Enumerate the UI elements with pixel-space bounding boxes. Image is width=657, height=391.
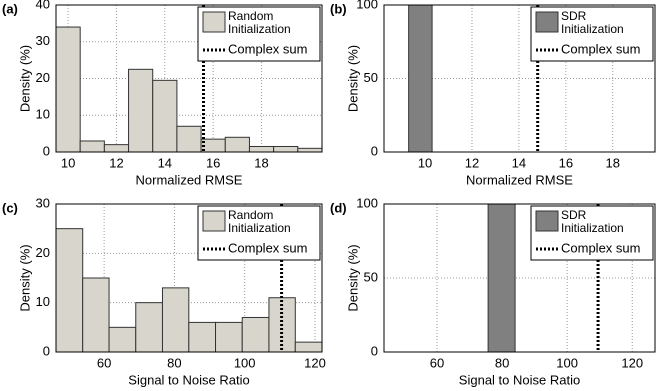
plot-frame	[55, 203, 323, 353]
bar	[215, 321, 243, 353]
legend-label: SDR Initialization	[561, 10, 624, 36]
x-tick-label: 100	[556, 355, 578, 370]
y-tick-label: 30	[36, 33, 50, 48]
panel-label: (c)	[2, 200, 18, 215]
bar	[176, 125, 202, 153]
legend-label: Complex sum	[561, 41, 640, 56]
x-tick-label: 120	[304, 355, 326, 370]
y-tick-label: 50	[364, 70, 378, 85]
legend-swatch	[202, 11, 226, 33]
bar	[152, 79, 178, 153]
bar	[224, 136, 250, 153]
x-tick-label: 80	[495, 355, 509, 370]
y-tick-label: 50	[364, 269, 378, 284]
bar	[128, 68, 154, 153]
x-tick-label: 16	[206, 155, 220, 170]
x-axis-label: Normalized RMSE	[466, 172, 573, 187]
legend-label: Random Initialization	[228, 209, 291, 235]
y-tick-label: 100	[356, 195, 378, 210]
x-tick-label: 16	[559, 155, 573, 170]
y-axis-label: Density (%)	[345, 45, 360, 112]
y-tick-label: 0	[43, 343, 50, 358]
x-tick-label: 18	[254, 155, 268, 170]
x-tick-label: 12	[109, 155, 123, 170]
bar	[161, 287, 190, 353]
bar	[55, 26, 81, 153]
bar	[103, 144, 130, 153]
legend-label-box: Random Initialization	[228, 209, 291, 235]
bar	[55, 228, 84, 353]
plot-frame	[55, 4, 323, 153]
legend-label-box: Random Initialization	[228, 10, 291, 36]
plot-frame	[383, 203, 656, 353]
legend-swatch	[535, 210, 559, 232]
x-tick-label: 10	[61, 155, 75, 170]
bar	[294, 341, 323, 353]
panel-label: (a)	[2, 1, 18, 16]
x-tick-label: 100	[234, 355, 256, 370]
x-tick-label: 60	[430, 355, 444, 370]
x-tick-label: 60	[97, 355, 111, 370]
y-axis-label: Density (%)	[345, 244, 360, 311]
y-axis-label: Density (%)	[17, 244, 32, 311]
bar	[188, 321, 217, 353]
y-tick-label: 20	[36, 70, 50, 85]
bar	[241, 316, 270, 353]
x-tick-label: 14	[512, 155, 526, 170]
y-axis-label: Density (%)	[17, 45, 32, 112]
x-axis-label: Signal to Noise Ratio	[459, 372, 580, 387]
y-tick-label: 100	[356, 0, 378, 11]
y-tick-label: 30	[36, 195, 50, 210]
bar	[82, 277, 110, 353]
panel-label: (d)	[330, 200, 347, 215]
bar	[487, 203, 516, 353]
plot-frame	[383, 4, 656, 153]
x-axis-label: Signal to Noise Ratio	[128, 372, 249, 387]
bar	[248, 145, 275, 153]
x-tick-label: 18	[606, 155, 620, 170]
legend-swatch	[202, 210, 226, 232]
legend-label: SDR Initialization	[561, 209, 624, 235]
y-tick-label: 40	[36, 0, 50, 11]
y-tick-label: 20	[36, 245, 50, 260]
legend-swatch	[535, 11, 559, 33]
x-tick-label: 120	[621, 355, 643, 370]
bar	[79, 140, 105, 153]
legend-label: Complex sum	[561, 240, 640, 255]
x-tick-label: 12	[465, 155, 479, 170]
x-tick-label: 14	[158, 155, 172, 170]
bar	[408, 4, 433, 153]
bar	[135, 302, 163, 353]
legend-label: Random Initialization	[228, 10, 291, 36]
x-tick-label: 80	[167, 355, 181, 370]
bar	[297, 147, 323, 153]
legend-label: Complex sum	[228, 240, 307, 255]
x-axis-label: Normalized RMSE	[136, 172, 243, 187]
x-tick-label: 10	[418, 155, 432, 170]
y-tick-label: 0	[371, 343, 378, 358]
panel-label: (b)	[330, 1, 347, 16]
legend-label-box: SDR Initialization	[561, 10, 624, 36]
legend-label-box: SDR Initialization	[561, 209, 624, 235]
y-tick-label: 10	[36, 107, 50, 122]
y-tick-label: 10	[36, 294, 50, 309]
legend-label: Complex sum	[228, 41, 307, 56]
bar	[108, 326, 137, 353]
y-tick-label: 0	[371, 143, 378, 158]
y-tick-label: 0	[43, 143, 50, 158]
bar	[273, 145, 299, 153]
